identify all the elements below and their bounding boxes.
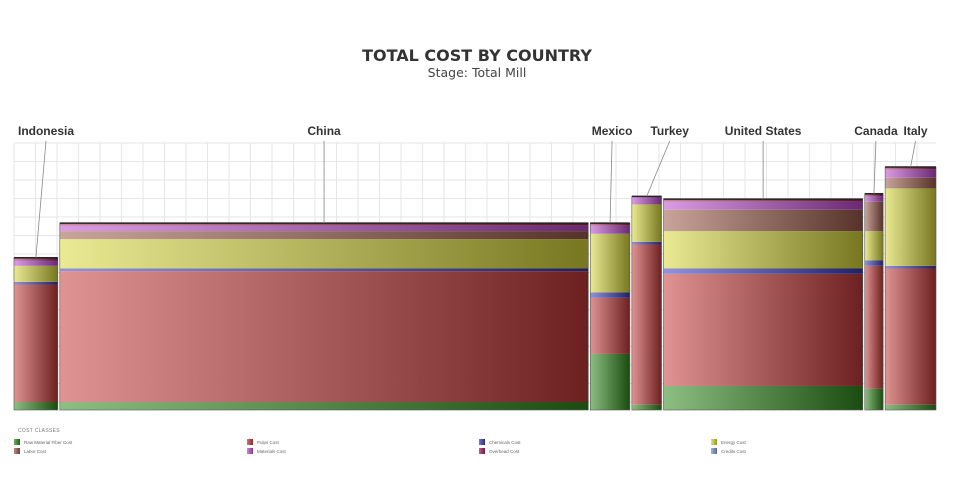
country-label: Indonesia xyxy=(18,124,74,138)
bar-segment[interactable] xyxy=(864,193,884,197)
legend-label: Energy Cost xyxy=(721,439,746,445)
bar-segment[interactable] xyxy=(631,241,662,245)
bar-segment[interactable] xyxy=(14,281,58,285)
legend-swatch xyxy=(479,439,485,445)
bar-column-mexico[interactable] xyxy=(589,222,631,411)
bar-segment[interactable] xyxy=(59,271,589,402)
country-label: Canada xyxy=(854,124,898,138)
bar-column-turkey[interactable] xyxy=(631,195,662,411)
bar-column-canada[interactable] xyxy=(864,192,884,411)
bar-column-china[interactable] xyxy=(59,222,589,411)
bar-segment[interactable] xyxy=(59,223,589,226)
legend-item[interactable]: Raw Material Fiber Cost xyxy=(14,438,72,446)
bar-segment[interactable] xyxy=(663,273,863,386)
legend-label: Materials Cost xyxy=(257,448,286,454)
bar-segment[interactable] xyxy=(864,388,884,410)
legend-label: Labor Cost xyxy=(24,448,47,454)
bar-segment[interactable] xyxy=(590,353,630,410)
bar-segment[interactable] xyxy=(885,404,936,410)
legend-swatch xyxy=(14,439,20,445)
country-label: Turkey xyxy=(650,124,689,138)
bar-segment[interactable] xyxy=(864,201,884,232)
bar-segment[interactable] xyxy=(14,401,58,410)
bar-segment[interactable] xyxy=(590,292,630,298)
country-label: Mexico xyxy=(592,124,633,138)
bar-segment[interactable] xyxy=(663,209,863,232)
bar-segment[interactable] xyxy=(885,169,936,178)
bar-segment[interactable] xyxy=(663,385,863,410)
bar-segment[interactable] xyxy=(631,204,662,242)
bar-segment[interactable] xyxy=(631,404,662,410)
label-leader-line xyxy=(873,140,877,194)
country-label: China xyxy=(307,124,341,138)
bar-segment[interactable] xyxy=(590,225,630,234)
bar-segment[interactable] xyxy=(59,231,589,240)
bar-column-united-states[interactable] xyxy=(663,198,864,411)
bar-segment[interactable] xyxy=(885,268,936,405)
legend-swatch xyxy=(711,439,717,445)
legend-item[interactable]: Materials Cost xyxy=(247,447,286,455)
bar-column-indonesia[interactable] xyxy=(13,257,59,411)
legend-item[interactable]: Energy Cost xyxy=(711,438,746,446)
legend-item[interactable]: Pulps Cost xyxy=(247,438,279,446)
legend-swatch xyxy=(247,439,253,445)
legend-label: Overhead Cost xyxy=(489,448,520,454)
legend-label: Pulps Cost xyxy=(257,439,279,445)
legend-label: Credits Cost xyxy=(721,448,746,454)
legend-item[interactable]: Chemicals Cost xyxy=(479,438,521,446)
bar-segment[interactable] xyxy=(864,265,884,389)
chart-subtitle: Stage: Total Mill xyxy=(427,65,527,80)
bar-segment[interactable] xyxy=(631,196,662,205)
bar-segment[interactable] xyxy=(590,233,630,293)
country-label: Italy xyxy=(904,124,928,138)
legend-swatch xyxy=(711,448,717,454)
bar-segment[interactable] xyxy=(14,265,58,282)
legend-label: Raw Material Fiber Cost xyxy=(24,439,73,445)
legend-swatch xyxy=(14,448,20,454)
bar-segment[interactable] xyxy=(864,260,884,266)
bar-column-italy[interactable] xyxy=(884,166,937,411)
chart-bars xyxy=(13,166,937,411)
bar-segment[interactable] xyxy=(885,265,936,269)
bar-segment[interactable] xyxy=(59,225,589,232)
bar-segment[interactable] xyxy=(663,201,863,210)
country-label: United States xyxy=(725,124,802,138)
legend-title: COST CLASSES xyxy=(18,428,60,434)
bar-segment[interactable] xyxy=(885,167,936,170)
label-leader-line xyxy=(910,140,916,168)
bar-segment[interactable] xyxy=(631,244,662,405)
country-labels: Indonesia China Mexico Turkey United States C… xyxy=(18,124,928,258)
legend-item[interactable]: Credits Cost xyxy=(711,447,746,455)
label-leader-line xyxy=(646,140,671,197)
bar-segment[interactable] xyxy=(59,239,589,269)
bar-segment[interactable] xyxy=(590,223,630,226)
bar-segment[interactable] xyxy=(14,260,58,266)
label-leader-line xyxy=(609,140,613,224)
bar-segment[interactable] xyxy=(59,401,589,410)
bar-segment[interactable] xyxy=(663,199,863,202)
label-leader-line xyxy=(35,140,47,258)
bar-segment[interactable] xyxy=(14,284,58,402)
bar-segment[interactable] xyxy=(864,231,884,261)
bar-segment[interactable] xyxy=(864,196,884,202)
bar-segment[interactable] xyxy=(59,268,589,272)
legend-item[interactable]: Overhead Cost xyxy=(479,447,519,455)
legend-label: Chemicals Cost xyxy=(489,439,521,445)
bar-segment[interactable] xyxy=(590,297,630,354)
chart-title: TOTAL COST BY COUNTRY xyxy=(362,46,592,65)
legend-swatch xyxy=(247,448,253,454)
bar-segment[interactable] xyxy=(885,177,936,189)
bar-segment[interactable] xyxy=(663,231,863,269)
legend-swatch xyxy=(479,448,485,454)
bar-segment[interactable] xyxy=(663,268,863,274)
legend-item[interactable]: Labor Cost xyxy=(14,447,46,455)
bar-segment[interactable] xyxy=(14,257,58,261)
bar-segment[interactable] xyxy=(885,188,936,266)
